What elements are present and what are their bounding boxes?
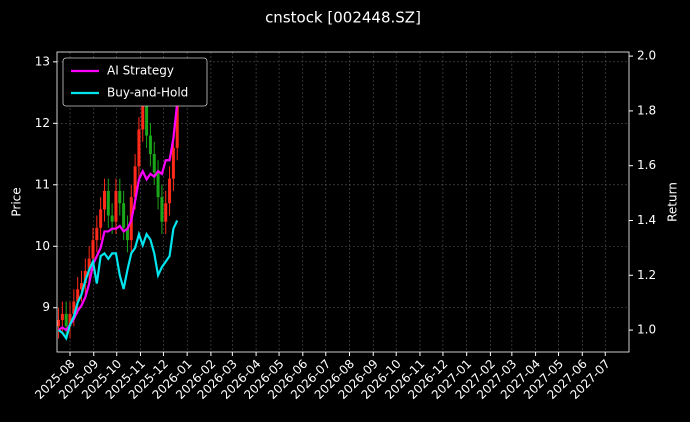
candle-body [106, 190, 110, 216]
candle-body [148, 135, 152, 155]
candle-body [141, 104, 145, 130]
candle-body [137, 129, 141, 167]
y2-tick-label: 1.8 [637, 103, 656, 117]
candle-body [57, 320, 61, 327]
y-axis-label: Price [10, 187, 24, 216]
y2-tick-label: 1.4 [637, 213, 656, 227]
y-tick-label: 10 [35, 239, 50, 253]
chart-title: cnstock [002448.SZ] [265, 9, 421, 27]
candle-body [80, 283, 84, 290]
y2-tick-label: 1.0 [637, 323, 656, 337]
candle-body [160, 197, 164, 222]
candle-body [72, 301, 76, 314]
candle-body [175, 98, 179, 148]
candle-body [60, 313, 64, 321]
candle-body [122, 203, 126, 228]
y2-axis-label: Return [666, 182, 680, 222]
return-line [57, 220, 179, 341]
candle-body [114, 190, 118, 222]
candle-body [168, 178, 172, 204]
y2-tick-label: 1.6 [637, 158, 656, 172]
candle-body [118, 190, 122, 204]
candle-body [99, 209, 103, 228]
y2-tick-label: 1.2 [637, 268, 656, 282]
candle-body [68, 313, 72, 327]
candle-body [91, 240, 95, 259]
candle-body [145, 104, 149, 136]
candle-body [87, 258, 91, 271]
plot-frame [56, 51, 630, 353]
candle-body [64, 313, 68, 327]
return-line [57, 102, 179, 332]
candle-body [152, 154, 156, 173]
candle-body [171, 147, 175, 179]
y-tick-label: 13 [35, 54, 50, 68]
candle-body [110, 215, 114, 222]
y-tick-label: 12 [35, 116, 50, 130]
y-tick-label: 11 [35, 177, 50, 191]
y-tick-label: 9 [42, 300, 50, 314]
candle-body [95, 227, 99, 241]
candle-body [156, 172, 160, 198]
candle-body [102, 190, 106, 210]
y2-tick-label: 2.0 [637, 49, 656, 63]
candle-body [83, 270, 87, 284]
legend-label: AI Strategy [107, 64, 174, 78]
candle-body [76, 289, 80, 302]
candle-body [164, 203, 168, 222]
candle-body [133, 166, 137, 198]
legend-label: Buy-and-Hold [107, 86, 188, 100]
candle-body [125, 227, 129, 241]
